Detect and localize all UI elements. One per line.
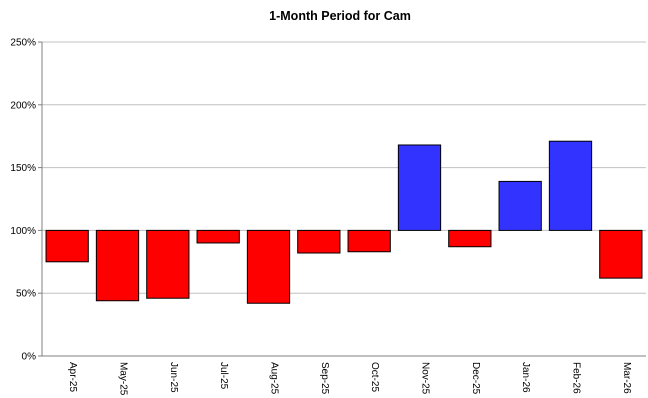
axes	[41, 42, 646, 357]
bar-oct-25	[347, 229, 391, 253]
bar-dec-25	[448, 229, 492, 248]
y-tick-label: 100%	[10, 226, 36, 237]
x-tick-label: Sep-25	[319, 362, 330, 395]
y-axis-ticks: 0% 50% 100% 150% 200% 250%	[10, 38, 42, 363]
bar-aug-25	[246, 229, 291, 304]
x-axis-labels: Apr-25 May-25 Jun-25 Jul-25 Aug-25 Sep-25 Oct-…	[67, 362, 632, 396]
bar-jan-26	[498, 180, 542, 231]
x-tick-label: Apr-25	[67, 362, 78, 392]
x-tick-label: Mar-26	[621, 362, 632, 394]
x-tick-label: May-25	[118, 362, 129, 396]
bar-apr-25	[45, 229, 89, 263]
x-tick-label: Jun-25	[168, 362, 179, 393]
bars	[45, 140, 643, 304]
x-tick-label: Oct-25	[369, 362, 380, 392]
bar-nov-25	[397, 144, 442, 231]
gridlines	[42, 41, 646, 294]
y-tick-label: 0%	[22, 352, 37, 363]
bar-jul-25	[196, 229, 240, 244]
x-tick-label: Nov-25	[420, 362, 431, 395]
bar-mar-26	[599, 229, 643, 279]
x-tick-label: Jul-25	[218, 362, 229, 390]
bar-may-25	[95, 229, 140, 302]
bar-feb-26	[548, 140, 593, 231]
y-tick-label: 250%	[10, 38, 36, 49]
bar-jun-25	[146, 229, 190, 299]
y-tick-label: 200%	[10, 100, 36, 111]
x-tick-label: Aug-25	[269, 362, 280, 395]
chart-title: 1-Month Period for Cam	[269, 9, 411, 23]
x-tick-label: Jan-26	[520, 362, 531, 393]
y-tick-label: 150%	[10, 163, 36, 174]
bar-sep-25	[297, 229, 341, 254]
x-tick-label: Dec-25	[470, 362, 481, 395]
y-tick-label: 50%	[16, 289, 36, 300]
x-tick-label: Feb-26	[571, 362, 582, 394]
